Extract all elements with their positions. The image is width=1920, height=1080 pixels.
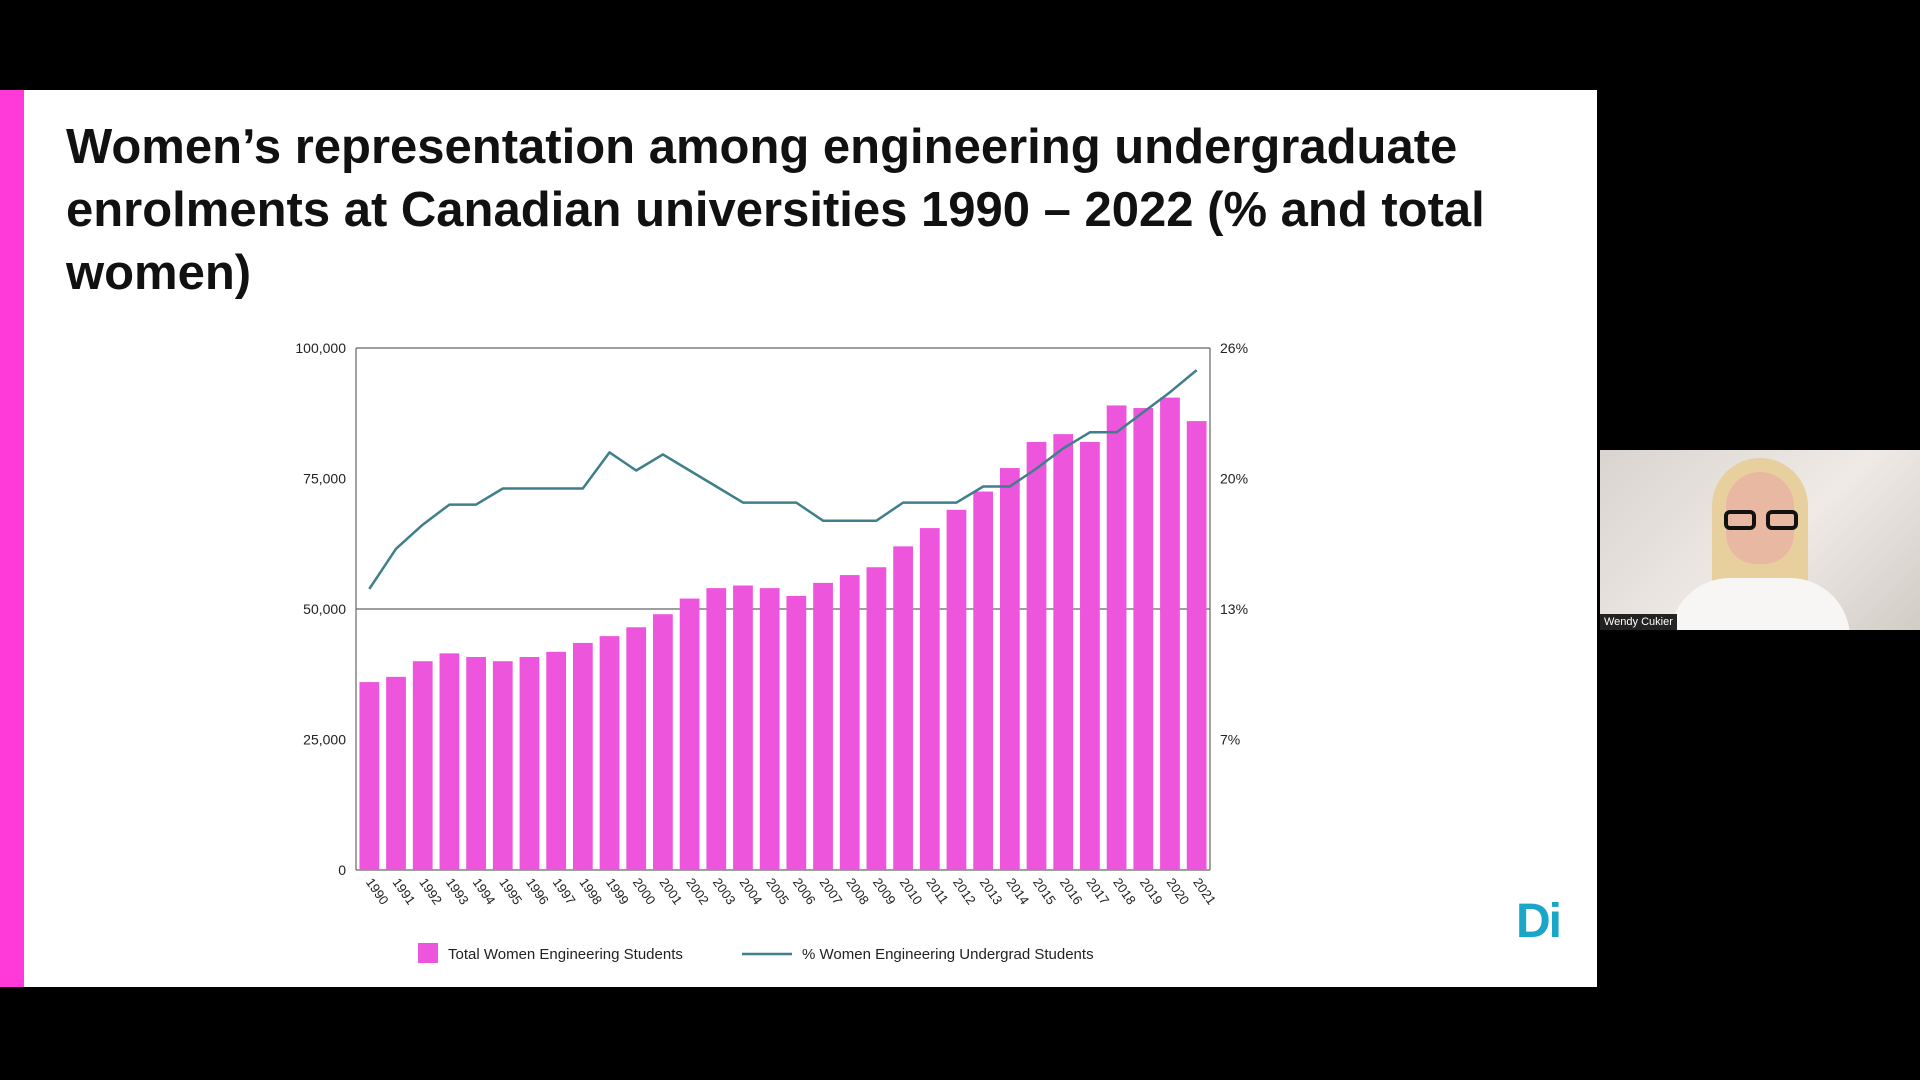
bar [893,546,913,870]
x-tick-label: 1996 [523,875,552,907]
bar [519,657,540,870]
participant-name-label: Wendy Cukier [1600,614,1677,630]
combo-chart: 0 25,000 50,000 75,000 100,000 7% 13% 20% 26% 199… [295,340,1248,963]
bar [839,575,860,870]
glasses-icon [1724,510,1798,530]
bar [919,528,940,870]
bar [973,491,994,870]
x-tick-label: 2006 [790,875,819,907]
bar [1026,441,1047,870]
x-tick-label: 2018 [1110,875,1139,907]
x-tick-label: 2009 [870,875,899,907]
participant-body [1670,578,1850,630]
x-tick-label: 2003 [710,875,739,907]
bar [439,653,460,870]
right-tick-label: 26% [1220,340,1248,356]
right-tick-label: 13% [1220,601,1248,617]
slide-title: Women’s representation among engineering… [66,120,1485,300]
x-tick-label: 2010 [897,875,926,907]
x-tick-label: 1993 [443,875,472,907]
bar [866,567,887,870]
x-tick-label: 1991 [390,875,419,907]
x-tick-label: 2007 [817,875,846,907]
x-tick-label: 2021 [1190,875,1219,907]
bar [599,636,620,870]
bar [759,588,780,870]
x-tick-label: 1992 [416,875,445,907]
left-tick-label: 100,000 [295,340,346,356]
x-tick-label: 1997 [550,875,579,907]
x-tick-label: 2016 [1057,875,1086,907]
di-logo: Di [1516,895,1562,948]
legend-label-bars: Total Women Engineering Students [448,946,683,963]
x-tick-label: 2004 [737,875,766,907]
legend-label-line: % Women Engineering Undergrad Students [802,946,1094,963]
participant-video-tile[interactable]: Wendy Cukier [1600,450,1920,630]
legend-swatch-bars [418,943,438,963]
right-tick-label: 7% [1220,732,1240,748]
bar [492,661,513,870]
bar [572,642,593,870]
bar [999,468,1020,870]
x-tick-label: 2011 [923,875,951,907]
x-tick-label: 2015 [1030,875,1059,907]
x-tick-label: 2008 [843,875,872,907]
x-tick-label: 2002 [683,875,712,907]
left-tick-label: 25,000 [303,732,346,748]
bar [359,682,380,870]
bar [386,676,406,870]
slide-accent-bar [0,90,24,987]
left-tick-label: 75,000 [303,471,346,487]
bar [1133,408,1154,870]
left-tick-label: 0 [338,862,346,878]
x-tick-label: 2001 [656,875,685,907]
bar [653,614,673,870]
bar [813,582,833,870]
x-tick-label: 1995 [496,875,525,907]
x-tick-label: 1998 [576,875,605,907]
bar [679,598,700,870]
x-tick-label: 2000 [630,875,659,907]
bar [626,627,647,870]
bar [1186,421,1207,870]
left-tick-label: 50,000 [303,601,346,617]
bar [466,657,486,870]
x-tick-label: 1999 [603,875,632,907]
right-tick-label: 20% [1220,471,1248,487]
bar [1106,405,1127,870]
x-tick-label: 2019 [1137,875,1166,907]
bar [1160,397,1180,870]
bar [946,509,967,870]
bar [412,661,433,870]
series-line [368,369,1198,590]
bar [706,588,727,870]
presentation-slide: Women’s representation among engineering… [0,90,1597,987]
x-tick-label: 2012 [950,875,979,907]
x-tick-label: 2005 [763,875,792,907]
bar [786,595,807,870]
x-tick-label: 2013 [977,875,1006,907]
x-tick-label: 2017 [1083,875,1112,907]
bar [1053,434,1074,870]
bar [1080,441,1100,870]
x-tick-label: 1990 [363,875,392,907]
participant-face [1726,472,1794,564]
bar [546,651,567,870]
x-tick-label: 2014 [1003,875,1032,907]
x-tick-label: 1994 [470,875,499,907]
x-tick-label: 2020 [1164,875,1193,907]
bar [733,585,753,870]
